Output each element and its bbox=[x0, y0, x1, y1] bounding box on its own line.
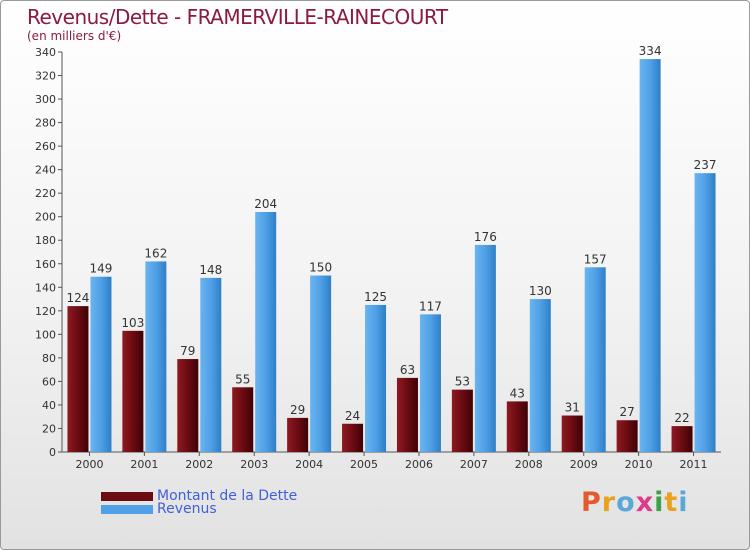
legend-swatch-dette bbox=[101, 491, 153, 501]
y-tick-label: 240 bbox=[35, 164, 56, 177]
revenus-value-label-2008: 130 bbox=[529, 284, 552, 298]
dette-bar-2010 bbox=[616, 420, 638, 452]
y-tick-label: 180 bbox=[35, 234, 56, 247]
logo-letter: o bbox=[616, 487, 636, 518]
x-tick-label: 2002 bbox=[185, 458, 213, 471]
x-tick-label: 2008 bbox=[515, 458, 543, 471]
x-tick-label: 2003 bbox=[240, 458, 268, 471]
revenus-value-label-2001: 162 bbox=[144, 246, 167, 260]
dette-bar-2005 bbox=[342, 423, 364, 452]
chart-title: Revenus/Dette - FRAMERVILLE-RAINECOURT bbox=[27, 5, 448, 29]
revenus-value-label-2002: 148 bbox=[199, 263, 222, 277]
dette-value-label-2004: 29 bbox=[290, 403, 305, 417]
revenus-value-label-2006: 117 bbox=[419, 299, 442, 313]
legend-item-dette: Montant de la Dette bbox=[101, 488, 297, 504]
x-tick-label: 2007 bbox=[460, 458, 488, 471]
chart-subtitle: (en milliers d'€) bbox=[27, 29, 122, 43]
y-tick-label: 300 bbox=[35, 93, 56, 106]
dette-value-label-2005: 24 bbox=[345, 409, 360, 423]
legend-label-revenus: Revenus bbox=[157, 501, 217, 517]
x-tick-label: 2001 bbox=[130, 458, 158, 471]
revenus-bar-2011 bbox=[694, 173, 716, 453]
dette-value-label-2010: 27 bbox=[619, 405, 634, 419]
revenus-value-label-2003: 204 bbox=[254, 197, 277, 211]
logo-letter: P bbox=[581, 487, 602, 518]
dette-bar-2002 bbox=[177, 359, 199, 452]
dette-value-label-2011: 22 bbox=[674, 411, 689, 425]
proxiti-logo: Proxiti bbox=[581, 487, 689, 518]
revenus-value-label-2005: 125 bbox=[364, 290, 387, 304]
x-tick-label: 2011 bbox=[680, 458, 708, 471]
y-tick-label: 0 bbox=[49, 446, 56, 459]
revenus-bar-2000 bbox=[90, 276, 112, 452]
y-tick-label: 260 bbox=[35, 140, 56, 153]
revenus-value-label-2011: 237 bbox=[694, 158, 717, 172]
y-tick-label: 340 bbox=[35, 46, 56, 59]
revenus-bar-2001 bbox=[145, 261, 167, 452]
revenus-bar-2010 bbox=[639, 59, 661, 452]
logo-letter: i bbox=[678, 487, 689, 518]
revenus-bar-2006 bbox=[419, 314, 441, 452]
legend-item-revenus: Revenus bbox=[101, 501, 217, 517]
x-tick-label: 2000 bbox=[75, 458, 103, 471]
y-tick-label: 60 bbox=[42, 375, 56, 388]
y-tick-label: 220 bbox=[35, 187, 56, 200]
revenus-bar-2004 bbox=[310, 275, 332, 452]
revenus-bar-2003 bbox=[255, 212, 277, 452]
dette-value-label-2008: 43 bbox=[510, 386, 525, 400]
y-tick-label: 320 bbox=[35, 70, 56, 83]
dette-bar-2004 bbox=[287, 417, 309, 452]
revenus-bar-2007 bbox=[474, 244, 496, 452]
x-tick-label: 2006 bbox=[405, 458, 433, 471]
y-tick-label: 40 bbox=[42, 399, 56, 412]
revenus-bar-2009 bbox=[584, 267, 606, 452]
y-tick-label: 20 bbox=[42, 422, 56, 435]
x-tick-label: 2005 bbox=[350, 458, 378, 471]
logo-letter: i bbox=[654, 487, 665, 518]
x-tick-label: 2009 bbox=[570, 458, 598, 471]
legend-label-dette: Montant de la Dette bbox=[157, 488, 298, 504]
dette-value-label-2006: 63 bbox=[400, 363, 415, 377]
y-tick-label: 140 bbox=[35, 281, 56, 294]
logo-letter: r bbox=[601, 487, 617, 518]
legend-swatch-revenus bbox=[101, 504, 153, 514]
dette-bar-2006 bbox=[396, 377, 418, 452]
dette-bar-2000 bbox=[67, 306, 89, 452]
revenus-value-label-2010: 334 bbox=[639, 44, 662, 58]
revenus-value-label-2000: 149 bbox=[90, 262, 113, 276]
y-tick-label: 100 bbox=[35, 328, 56, 341]
dette-bar-2009 bbox=[561, 415, 583, 452]
dette-value-label-2009: 31 bbox=[565, 401, 580, 415]
logo-letter: t bbox=[664, 487, 679, 518]
dette-bar-2001 bbox=[122, 330, 144, 452]
y-tick-label: 200 bbox=[35, 211, 56, 224]
revenus-bar-2005 bbox=[365, 304, 387, 452]
dette-bar-2008 bbox=[506, 401, 528, 452]
y-tick-label: 80 bbox=[42, 352, 56, 365]
dette-value-label-2000: 124 bbox=[67, 291, 90, 305]
dette-bar-2011 bbox=[671, 426, 693, 452]
revenus-bar-2002 bbox=[200, 277, 222, 452]
dette-bar-2007 bbox=[451, 389, 473, 452]
dette-value-label-2003: 55 bbox=[235, 372, 250, 386]
x-tick-label: 2010 bbox=[625, 458, 653, 471]
x-tick-label: 2004 bbox=[295, 458, 323, 471]
y-tick-label: 120 bbox=[35, 305, 56, 318]
logo-letter: x bbox=[635, 487, 655, 518]
dette-value-label-2007: 53 bbox=[455, 375, 470, 389]
dette-value-label-2002: 79 bbox=[180, 344, 195, 358]
revenus-value-label-2007: 176 bbox=[474, 230, 497, 244]
y-tick-label: 160 bbox=[35, 258, 56, 271]
revenus-bar-2008 bbox=[529, 299, 551, 452]
dette-bar-2003 bbox=[232, 387, 254, 452]
revenus-value-label-2004: 150 bbox=[309, 261, 332, 275]
y-tick-label: 280 bbox=[35, 117, 56, 130]
revenus-value-label-2009: 157 bbox=[584, 252, 607, 266]
dette-value-label-2001: 103 bbox=[121, 316, 144, 330]
